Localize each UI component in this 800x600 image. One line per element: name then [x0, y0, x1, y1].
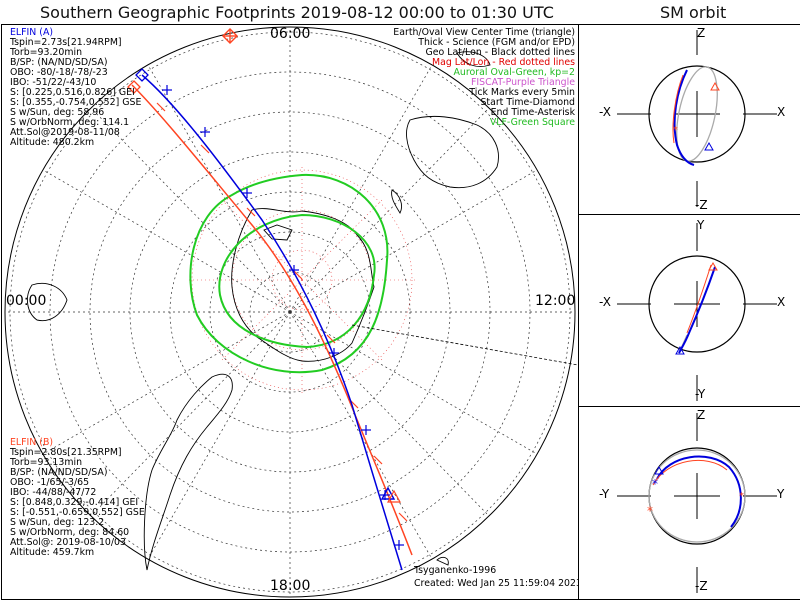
orbit-yz-right-label: Y — [777, 487, 785, 501]
legend-geo-latlon: Geo Lat/Lon - Black dotted lines — [425, 47, 575, 58]
orbit-yz-left-label: -Y — [599, 487, 610, 501]
legend: Earth/Oval View Center Time (triangle) T… — [393, 28, 575, 128]
legend-end-time: End Time-Asterisk — [490, 107, 575, 118]
mag-lat-grid — [191, 169, 413, 391]
sun-marker — [222, 28, 238, 44]
elfin-b-track — [131, 84, 413, 556]
probe-a-line: OBO: -80/-18/-78/-23 — [10, 67, 108, 78]
orbit-xz-top-label: Z — [697, 26, 706, 40]
elfin-b-ticks — [156, 102, 408, 522]
orbit-xy-top-label: Y — [697, 218, 705, 232]
svg-text:*: * — [652, 477, 658, 491]
probe-b-line: Altitude: 459.7km — [10, 547, 95, 558]
probe-a-line: S: [0.225,0.516,0.826] GEI — [10, 87, 135, 98]
probe-b-line: S: [0.848,0.329,-0.414] GEI — [10, 497, 139, 508]
probe-b-name: ELFIN (B) — [10, 437, 54, 448]
probe-b-line: OBO: -1/65/-3/65 — [10, 477, 90, 488]
hour-label-right: 12:00 — [535, 293, 576, 309]
probe-a-line: Tspin=2.73s[21.94RPM] — [10, 37, 122, 48]
australia-coast — [406, 115, 499, 189]
new-zealand-coast — [391, 189, 403, 214]
earth-disk — [4, 26, 576, 598]
orbit-yz-bottom-label: -Z — [695, 579, 708, 593]
orbit-xy-right-label: X — [777, 295, 786, 309]
probe-a-line: S w/OrbNorm, deg: 114.1 — [10, 117, 130, 128]
legend-vlf: VLF-Green Square — [489, 117, 575, 128]
africa-coast — [26, 282, 68, 322]
svg-text:*: * — [673, 125, 678, 136]
probe-a-line: S w/Sun, deg: 58.96 — [10, 107, 105, 118]
orbit-panel-yz: * * * Z -Z -Y Y — [578, 406, 800, 600]
probe-a-line: B/SP: (NA/ND/SD/SA) — [10, 57, 108, 68]
orbit-xy-bottom-label: -Y — [695, 387, 706, 401]
probe-b-line: S: [-0.551,-0.659,0.552] GSE — [10, 507, 145, 518]
probe-a-line: Altitude: 480.2km — [10, 137, 95, 148]
noon-dashed-line — [351, 324, 578, 366]
orbit-xz-bottom-label: -Z — [695, 198, 708, 212]
probe-a-line: Att.Sol@2019-08-11/08 — [10, 127, 120, 138]
hour-label-bottom: 18:00 — [270, 578, 311, 594]
svg-text:*: * — [739, 491, 744, 502]
footprint-map — [4, 26, 578, 598]
probe-b-line: IBO: -44/88/-47/72 — [10, 487, 97, 498]
probe-a-info: ELFIN (A) Tspin=2.73s[21.94RPM] Torb=93.… — [10, 28, 141, 148]
legend-auroral-oval: Auroral Oval-Green, kp=2 — [453, 67, 575, 78]
orbit-panel-xy: Y -Y -X X — [578, 214, 800, 408]
orbit-panel-xz: * Z -Z -X X — [578, 24, 800, 216]
auroral-oval-outer — [189, 173, 389, 374]
elfin-b-center-triangle — [386, 489, 402, 503]
probe-b-line: B/SP: (NA/ND/SD/SA) — [10, 467, 108, 478]
legend-start-time: Start Time-Diamond — [480, 97, 575, 108]
hour-label-top: 06:00 — [270, 26, 311, 42]
mag-lon-grid — [187, 165, 417, 395]
orbit-xz-right-label: X — [777, 105, 786, 119]
page-title: Southern Geographic Footprints 2019-08-1… — [40, 3, 554, 22]
legend-mag-latlon: Mag Lat/Lon - Red dotted lines — [432, 57, 575, 68]
created-label: Created: Wed Jan 25 11:59:04 2023 — [414, 578, 579, 589]
orbit-xz-left-label: -X — [599, 105, 611, 119]
start-diamonds — [127, 68, 149, 94]
probe-b-line: Torb=93.13min — [10, 457, 83, 468]
hour-label-left: 00:00 — [6, 293, 47, 309]
legend-fiscat: FISCAT-Purple Triangle — [471, 77, 575, 88]
elfin-a-center-triangle — [380, 486, 396, 500]
footprint-map-panel: 06:00 00:00 12:00 18:00 Earth/Oval View … — [1, 24, 579, 600]
model-label: Tsyganenko-1996 — [414, 565, 497, 576]
elfin-a-ticks — [162, 85, 404, 550]
legend-tick-marks: Tick Marks every 5min — [469, 87, 575, 98]
orbit-xy-plot — [617, 223, 777, 401]
legend-center-time: Earth/Oval View Center Time (triangle) — [393, 27, 575, 38]
auroral-oval — [189, 173, 389, 374]
orbit-xy-left-label: -X — [599, 295, 611, 309]
orbit-title: SM orbit — [660, 3, 727, 22]
probe-a-line: S: [0.355,-0.754,0.552] GSE — [10, 97, 142, 108]
probe-a-line: IBO: -51/22/-43/10 — [10, 77, 97, 88]
svg-text:*: * — [647, 504, 653, 518]
probe-b-line: Att.Sol@: 2019-08-10/03 — [10, 537, 126, 548]
elfin-a-track — [141, 74, 403, 571]
probe-b-line: Tspin=2.80s[21.35RPM] — [10, 447, 122, 458]
south-america-coast — [143, 373, 233, 571]
probe-a-name: ELFIN (A) — [10, 27, 54, 38]
probe-b-line: S w/Sun, deg: 123.2 — [10, 517, 105, 528]
coastlines — [26, 51, 499, 571]
probe-b-info: ELFIN (B) Tspin=2.80s[21.35RPM] Torb=93.… — [10, 438, 145, 558]
auroral-oval-inner — [218, 213, 376, 349]
antarctica-coast — [231, 208, 375, 362]
orbit-xz-plot: * — [617, 30, 777, 207]
probe-a-line: Torb=93.20min — [10, 47, 83, 58]
probe-b-line: S w/OrbNorm, deg: 84.60 — [10, 527, 130, 538]
orbit-yz-top-label: Z — [697, 408, 706, 422]
orbit-yz-plot: * * * — [617, 413, 777, 593]
legend-thick-science: Thick - Science (FGM and/or EPD) — [418, 37, 575, 48]
